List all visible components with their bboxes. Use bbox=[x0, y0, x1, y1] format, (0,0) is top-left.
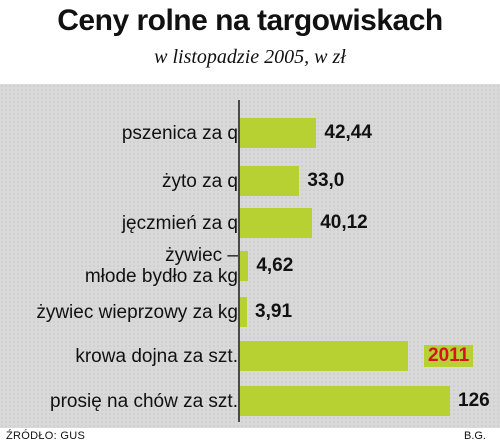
bar bbox=[240, 341, 408, 371]
value-label: 40,12 bbox=[320, 212, 368, 233]
author-initials: B.G. bbox=[463, 430, 486, 442]
category-label: żywiec wieprzowy za kg bbox=[36, 302, 238, 323]
category-axis-line bbox=[238, 100, 240, 422]
category-label-line: młode bydło za kg bbox=[84, 266, 238, 287]
category-label-line: żywiec wieprzowy za kg bbox=[36, 301, 238, 323]
chart-title: Ceny rolne na targowiskach bbox=[57, 4, 443, 37]
bar bbox=[240, 208, 313, 238]
category-label: pszenica za q bbox=[122, 123, 238, 144]
category-label: żywiec – młode bydło za kg bbox=[85, 245, 238, 287]
category-label-line: prosię na chów za szt. bbox=[50, 390, 238, 412]
value-label: 126 bbox=[458, 390, 490, 411]
category-label: prosię na chów za szt. bbox=[50, 391, 238, 412]
value-label: 42,44 bbox=[324, 122, 372, 143]
bar bbox=[240, 297, 248, 327]
chart-subtitle: w listopadzie 2005, w zł bbox=[154, 46, 346, 68]
category-label-line: żywiec – bbox=[165, 245, 238, 266]
bar bbox=[240, 166, 300, 196]
bar bbox=[240, 386, 450, 416]
category-label-line: żyto za q bbox=[161, 170, 238, 192]
category-label-line: pszenica za q bbox=[121, 122, 238, 144]
category-label-line: jęczmień za q bbox=[121, 212, 238, 234]
source-note: ŹRÓDŁO: GUS bbox=[6, 430, 86, 442]
value-label: 33,0 bbox=[307, 170, 345, 191]
category-label: krowa dojna za szt. bbox=[75, 346, 238, 367]
bar bbox=[240, 251, 249, 281]
bar bbox=[240, 118, 317, 148]
value-label: 3,91 bbox=[255, 301, 293, 322]
category-label-line: krowa dojna za szt. bbox=[75, 345, 238, 367]
value-label: 4,62 bbox=[256, 255, 294, 276]
category-label: jęczmień za q bbox=[122, 213, 238, 234]
value-label: 2011 bbox=[424, 345, 474, 367]
category-label: żyto za q bbox=[162, 171, 238, 192]
